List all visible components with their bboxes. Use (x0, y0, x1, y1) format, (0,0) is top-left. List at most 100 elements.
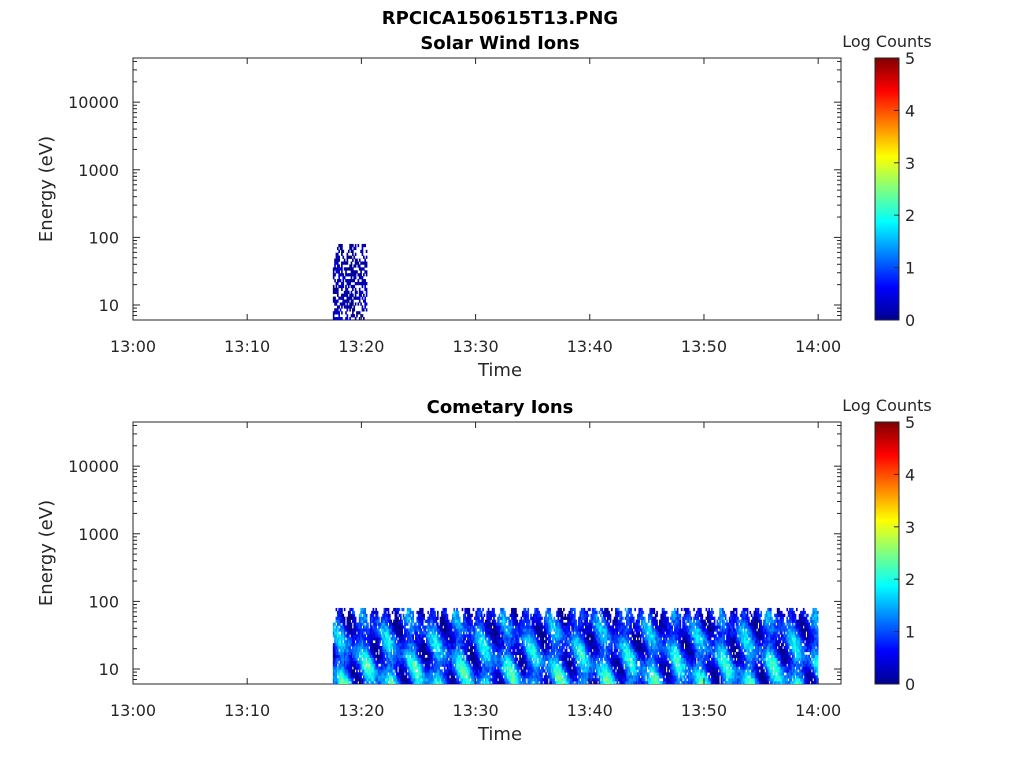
spectrogram-cell (382, 622, 384, 626)
spectrogram-cell (582, 640, 584, 644)
spectrogram-cell (601, 678, 604, 682)
spectrogram-cell (447, 640, 450, 644)
spectrogram-cell (467, 645, 469, 650)
spectrogram-cell (513, 663, 516, 667)
spectrogram-cell (372, 628, 375, 632)
spectrogram-cell (382, 651, 384, 656)
spectrogram-cell (561, 660, 564, 664)
spectrogram-cell (609, 681, 612, 684)
spectrogram-cell (334, 681, 336, 684)
spectrogram-cell (478, 666, 480, 670)
spectrogram-cell (505, 672, 508, 676)
spectrogram-cell (586, 613, 589, 618)
spectrogram-cell (543, 651, 546, 656)
spectrogram-cell (394, 678, 397, 682)
spectrogram-cell (572, 657, 575, 661)
spectrogram-cell (386, 666, 388, 670)
spectrogram-cell (600, 622, 602, 626)
spectrogram-cell (569, 678, 572, 682)
spectrogram-cell (406, 663, 409, 667)
spectrogram-cell (343, 648, 346, 653)
spectrogram-cell (591, 634, 594, 638)
spectrogram-cell (506, 640, 509, 644)
spectrogram-cell (445, 622, 447, 626)
spectrogram-cell (338, 314, 340, 318)
spectrogram-cell (495, 663, 498, 667)
spectrogram-cell (336, 640, 339, 644)
spectrogram-cell (549, 657, 552, 661)
spectrogram-cell (369, 648, 372, 653)
spectrogram-cell (509, 675, 512, 679)
spectrogram-cell (369, 625, 372, 629)
spectrogram-cell (380, 628, 383, 632)
spectrogram-cell (395, 648, 398, 653)
spectrogram-cell (541, 622, 543, 626)
spectrogram-cell (419, 645, 421, 650)
spectrogram-cell (413, 643, 416, 647)
spectrogram-cell (335, 660, 338, 664)
spectrogram-cell (372, 657, 375, 661)
spectrogram-cell (532, 678, 535, 682)
spectrogram-cell (500, 628, 502, 632)
spectrogram-cell (528, 619, 531, 623)
spectrogram-cell (439, 669, 442, 673)
spectrogram-cell (498, 660, 501, 664)
spectrogram-cell (537, 666, 539, 670)
spectrogram-cell (424, 678, 427, 682)
spectrogram-cell (478, 622, 480, 626)
spectrogram-cell (504, 660, 506, 664)
spectrogram-cell (384, 637, 387, 641)
spectrogram-cell (479, 628, 482, 632)
spectrogram-cell (339, 675, 342, 679)
spectrogram-cell (397, 643, 399, 647)
spectrogram-cell (583, 660, 586, 664)
colorbar-tick-label: 2 (905, 206, 915, 225)
spectrogram-cell (442, 651, 445, 656)
spectrogram-cell (578, 654, 580, 658)
spectrogram-cell (349, 678, 351, 682)
spectrogram-cell (387, 607, 390, 612)
spectrogram-cell (463, 669, 465, 673)
spectrogram-cell (450, 651, 453, 656)
spectrogram-cell (343, 302, 346, 306)
spectrogram-cell (608, 613, 610, 618)
spectrogram-cell (373, 678, 376, 682)
spectrogram-cell (583, 613, 586, 618)
spectrogram-cell (399, 631, 402, 635)
spectrogram-cell (593, 666, 595, 670)
spectrogram-cell (336, 613, 339, 618)
spectrogram-cell (557, 625, 560, 629)
spectrogram-cell (357, 678, 360, 682)
spectrogram-cell (605, 631, 608, 635)
spectrogram-cell (454, 616, 457, 620)
spectrogram-cell (502, 607, 505, 612)
spectrogram-cell (386, 648, 388, 653)
spectrogram-cell (452, 660, 454, 664)
spectrogram-cell (516, 613, 519, 618)
spectrogram-cell (595, 619, 598, 623)
spectrogram-cell (547, 657, 550, 661)
spectrogram-cell (604, 640, 606, 644)
spectrogram-cell (341, 311, 343, 315)
spectrogram-cell (587, 643, 590, 647)
spectrogram-cell (557, 672, 560, 676)
spectrogram-cell (358, 625, 361, 629)
spectrogram-cell (527, 648, 530, 653)
spectrogram-cell (457, 645, 460, 650)
spectrogram-cell (464, 666, 467, 670)
spectrogram-cell (361, 305, 364, 309)
spectrogram-cell (521, 678, 524, 682)
spectrogram-cell (582, 669, 584, 673)
spectrogram-cell (471, 613, 473, 618)
spectrogram-cell (502, 637, 505, 641)
spectrogram-cell (375, 610, 377, 615)
spectrogram-cell (434, 640, 436, 644)
spectrogram-cell (439, 628, 442, 632)
spectrogram-cell (553, 678, 556, 682)
spectrogram-cell (589, 648, 591, 653)
spectrogram-cell (498, 669, 501, 673)
spectrogram-cell (347, 613, 350, 618)
spectrogram-cell (571, 663, 573, 667)
spectrogram-cell (341, 284, 343, 289)
spectrogram-cell (553, 672, 556, 676)
